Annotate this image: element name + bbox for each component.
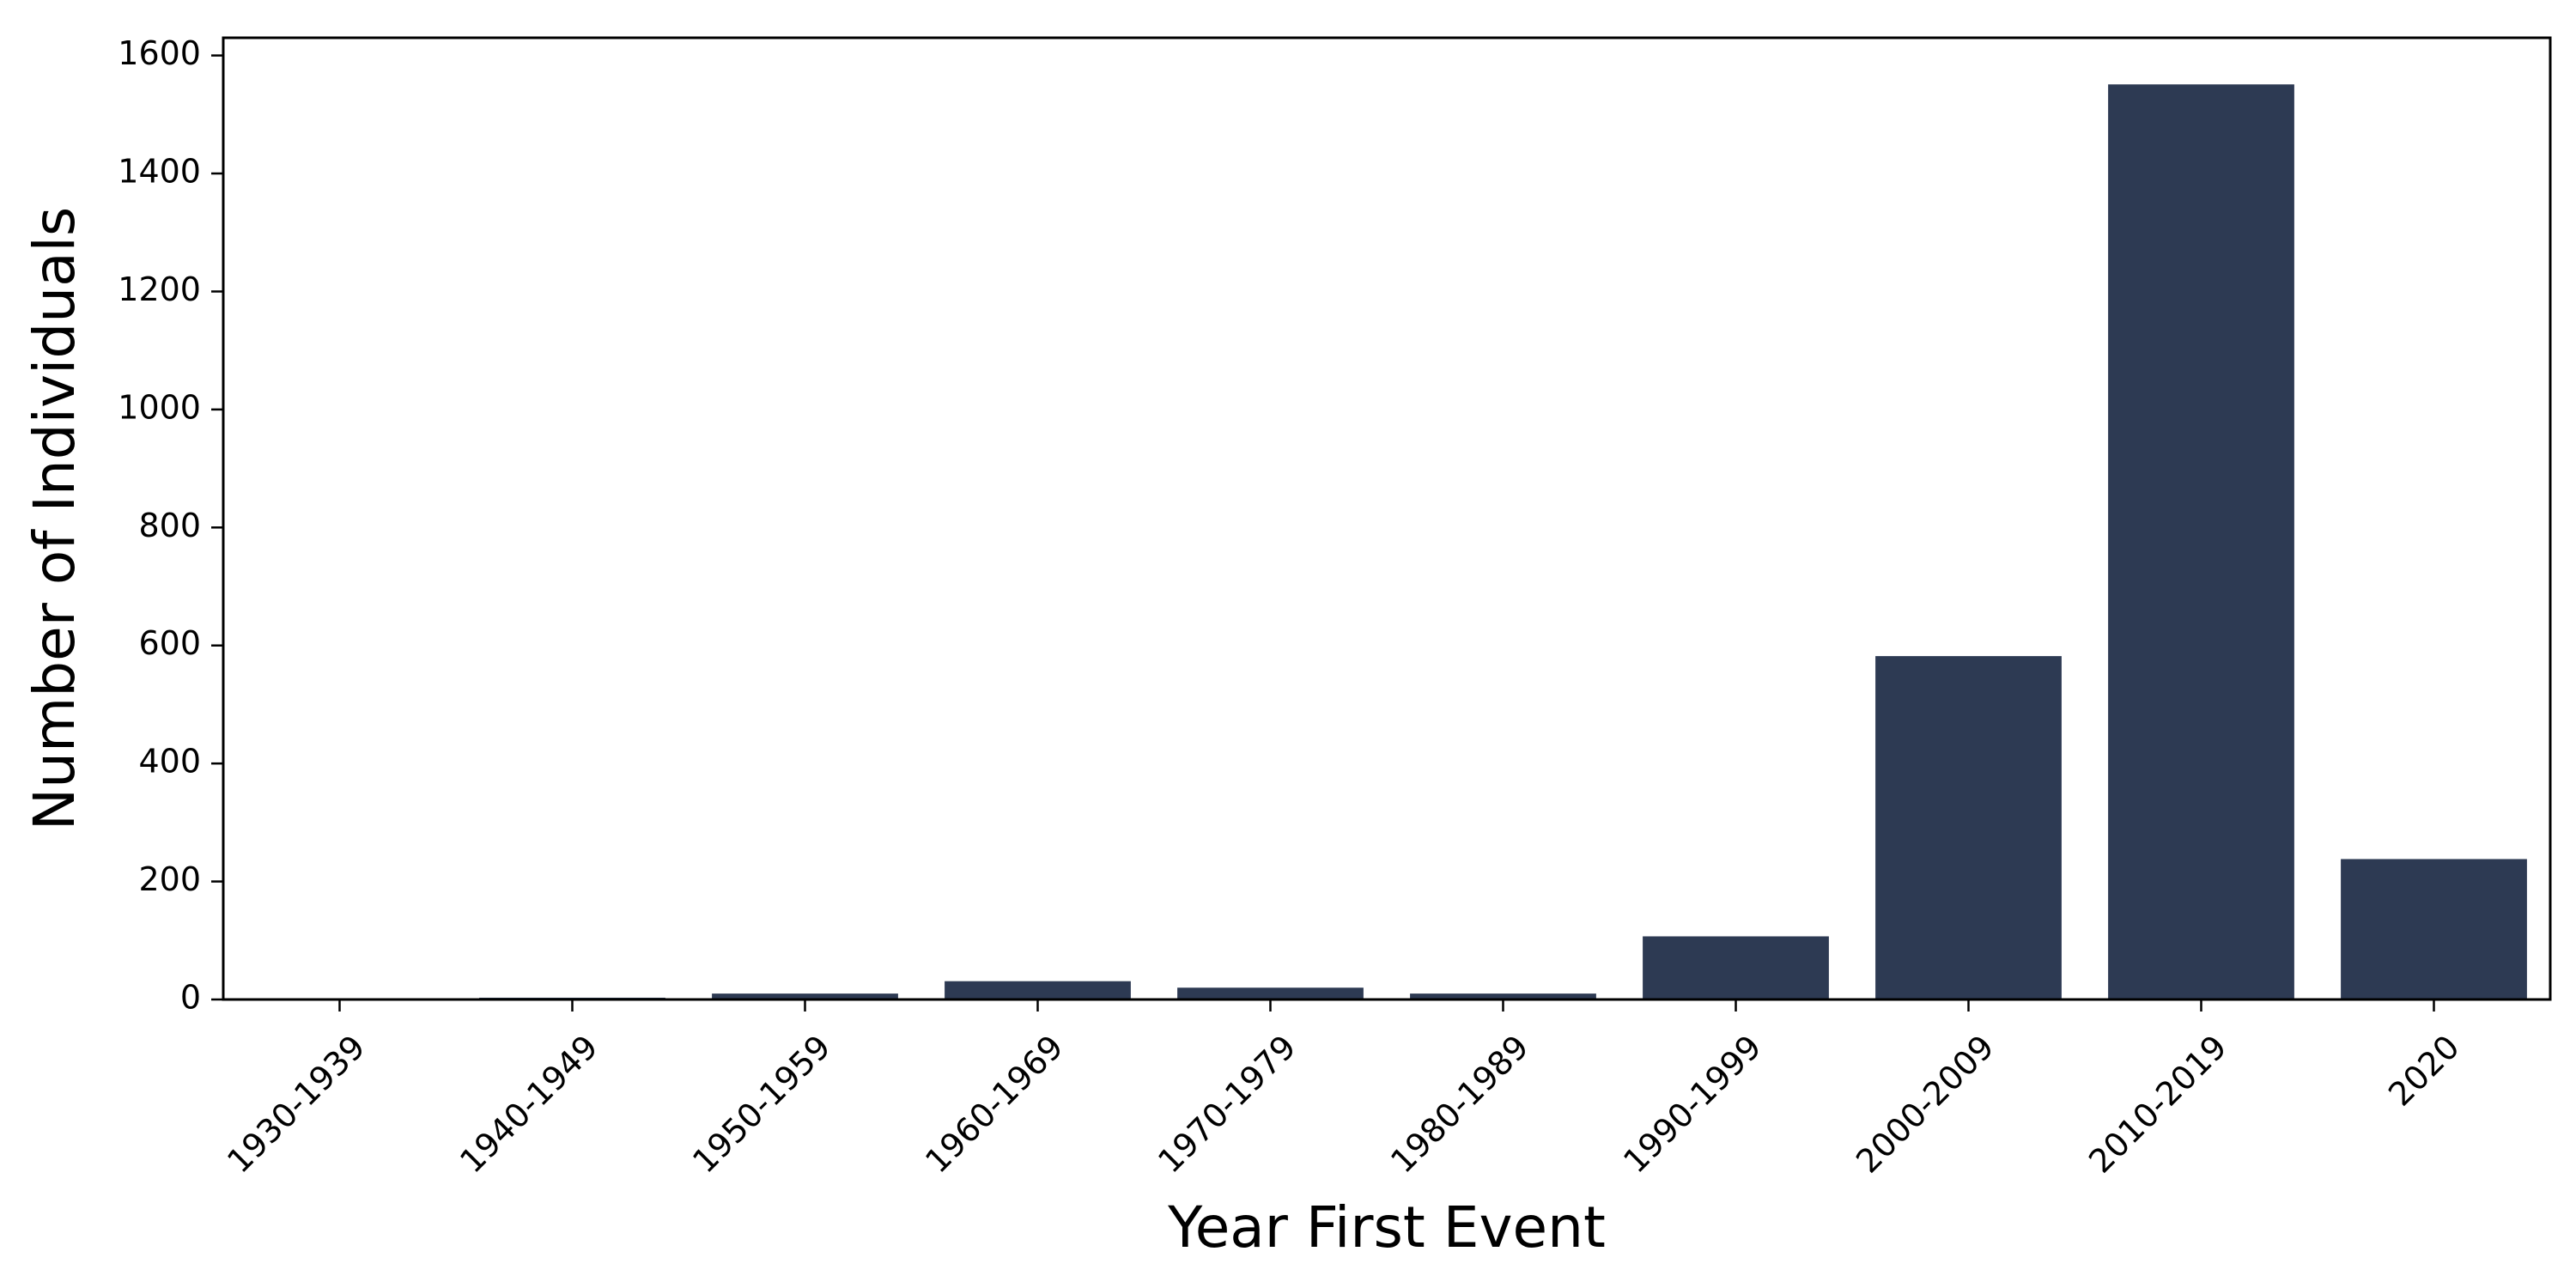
x-axis-title: Year First Event <box>1167 1194 1606 1261</box>
bar-2020 <box>2341 859 2527 999</box>
y-tick-label: 600 <box>138 624 201 662</box>
y-tick-label: 1200 <box>118 270 201 308</box>
x-tick-label: 1960-1969 <box>918 1028 1071 1181</box>
x-axis-ticks: 1930-1939 1940-1949 1950-1959 1960-1969 1970… <box>220 999 2467 1181</box>
y-axis-ticks: 0 200 400 600 800 1000 1200 1400 1600 <box>118 34 223 1017</box>
y-tick-label: 1400 <box>118 153 201 191</box>
bar-2010-2019 <box>2108 84 2294 999</box>
x-tick-label: 2010-2019 <box>2081 1028 2234 1181</box>
x-tick-label: 2020 <box>2381 1028 2467 1114</box>
y-tick-label: 0 <box>180 979 201 1017</box>
x-tick-label: 1990-1999 <box>1616 1028 1769 1181</box>
x-tick-label: 1930-1939 <box>220 1028 373 1181</box>
bar-1960-1969 <box>945 981 1131 999</box>
bar-1970-1979 <box>1177 987 1364 999</box>
bar-2000-2009 <box>1875 656 2062 999</box>
bar-1990-1999 <box>1643 936 1829 999</box>
bar-1980-1989 <box>1410 993 1596 999</box>
y-tick-label: 200 <box>138 860 201 898</box>
x-tick-label: 1980-1989 <box>1383 1028 1536 1181</box>
y-tick-label: 1600 <box>118 34 201 72</box>
x-tick-label: 1940-1949 <box>453 1028 605 1181</box>
x-tick-label: 1970-1979 <box>1151 1028 1303 1181</box>
y-axis-title: Number of Individuals <box>21 207 88 831</box>
bar-1950-1959 <box>712 993 898 999</box>
x-tick-label: 1950-1959 <box>685 1028 838 1181</box>
y-tick-label: 400 <box>138 743 201 781</box>
y-tick-label: 1000 <box>118 388 201 426</box>
plot-frame <box>222 36 2552 1001</box>
y-tick-label: 800 <box>138 507 201 544</box>
bars-layer <box>246 84 2527 999</box>
x-tick-label: 2000-2009 <box>1849 1028 2002 1181</box>
